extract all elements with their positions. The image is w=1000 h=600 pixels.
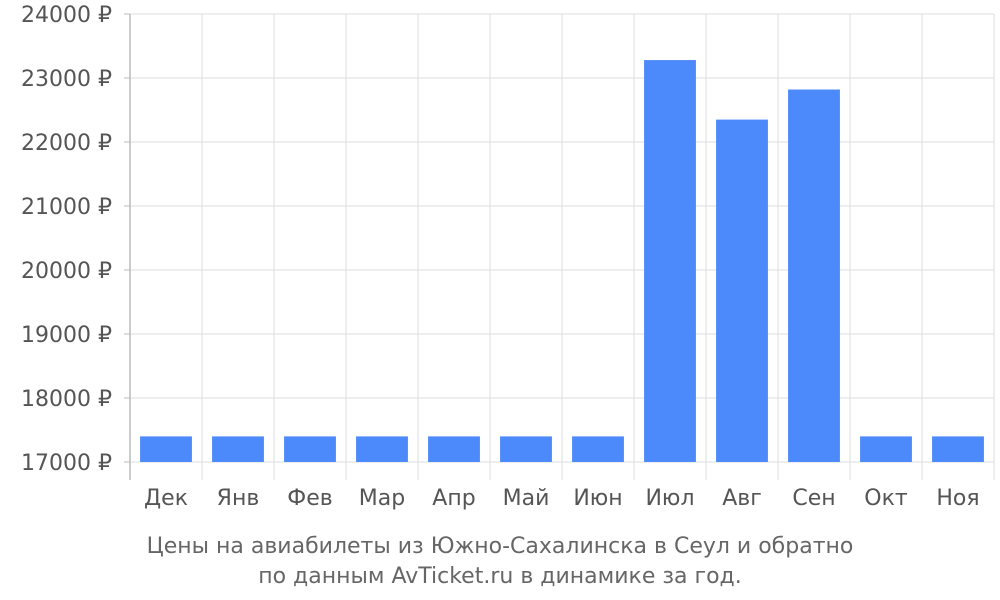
y-tick-label: 19000 ₽ (21, 323, 112, 348)
chart-caption-line-2: по данным AvTicket.ru в динамике за год. (258, 564, 742, 589)
y-tick-label: 24000 ₽ (21, 3, 112, 28)
bar-Авг (716, 119, 768, 462)
bar-Июн (572, 436, 624, 462)
x-tick-label: Апр (432, 486, 475, 511)
bar-Дек (140, 436, 192, 462)
grid (129, 13, 995, 463)
x-tick-label: Дек (144, 486, 188, 511)
bar-Окт (860, 436, 912, 462)
bar-Янв (212, 436, 264, 462)
bar-Сен (788, 89, 840, 463)
bar-Ноя (932, 436, 984, 462)
x-tick-label: Янв (217, 486, 260, 511)
x-tick-label: Июн (573, 486, 622, 511)
bar-Апр (428, 436, 480, 462)
x-tick-label: Авг (722, 486, 762, 511)
bars (140, 60, 984, 463)
y-tick-label: 22000 ₽ (21, 131, 112, 156)
bar-Май (500, 436, 552, 462)
y-tick-label: 17000 ₽ (21, 451, 112, 476)
y-tick-label: 23000 ₽ (21, 67, 112, 92)
y-tick-label: 18000 ₽ (21, 387, 112, 412)
x-tick-label: Окт (864, 486, 908, 511)
x-tick-label: Мар (359, 486, 405, 511)
x-tick-label: Ноя (936, 486, 979, 511)
bar-Фев (284, 436, 336, 462)
y-tick-label: 21000 ₽ (21, 195, 112, 220)
bar-Мар (356, 436, 408, 462)
x-tick-label: Сен (792, 486, 835, 511)
axes (124, 13, 995, 480)
bar-Июл (644, 60, 696, 463)
x-tick-label: Фев (287, 486, 332, 511)
y-tick-labels: 17000 ₽ 18000 ₽ 19000 ₽ 20000 ₽ 21000 ₽ 22000… (21, 3, 112, 476)
x-tick-label: Июл (645, 486, 694, 511)
x-tick-label: Май (503, 486, 550, 511)
chart-caption-line-1: Цены на авиабилеты из Южно-Сахалинска в … (146, 534, 854, 559)
y-tick-label: 20000 ₽ (21, 259, 112, 284)
x-tick-labels: Дек Янв Фев Мар Апр Май Июн Июл Авг Сен Окт Ноя (144, 486, 980, 511)
